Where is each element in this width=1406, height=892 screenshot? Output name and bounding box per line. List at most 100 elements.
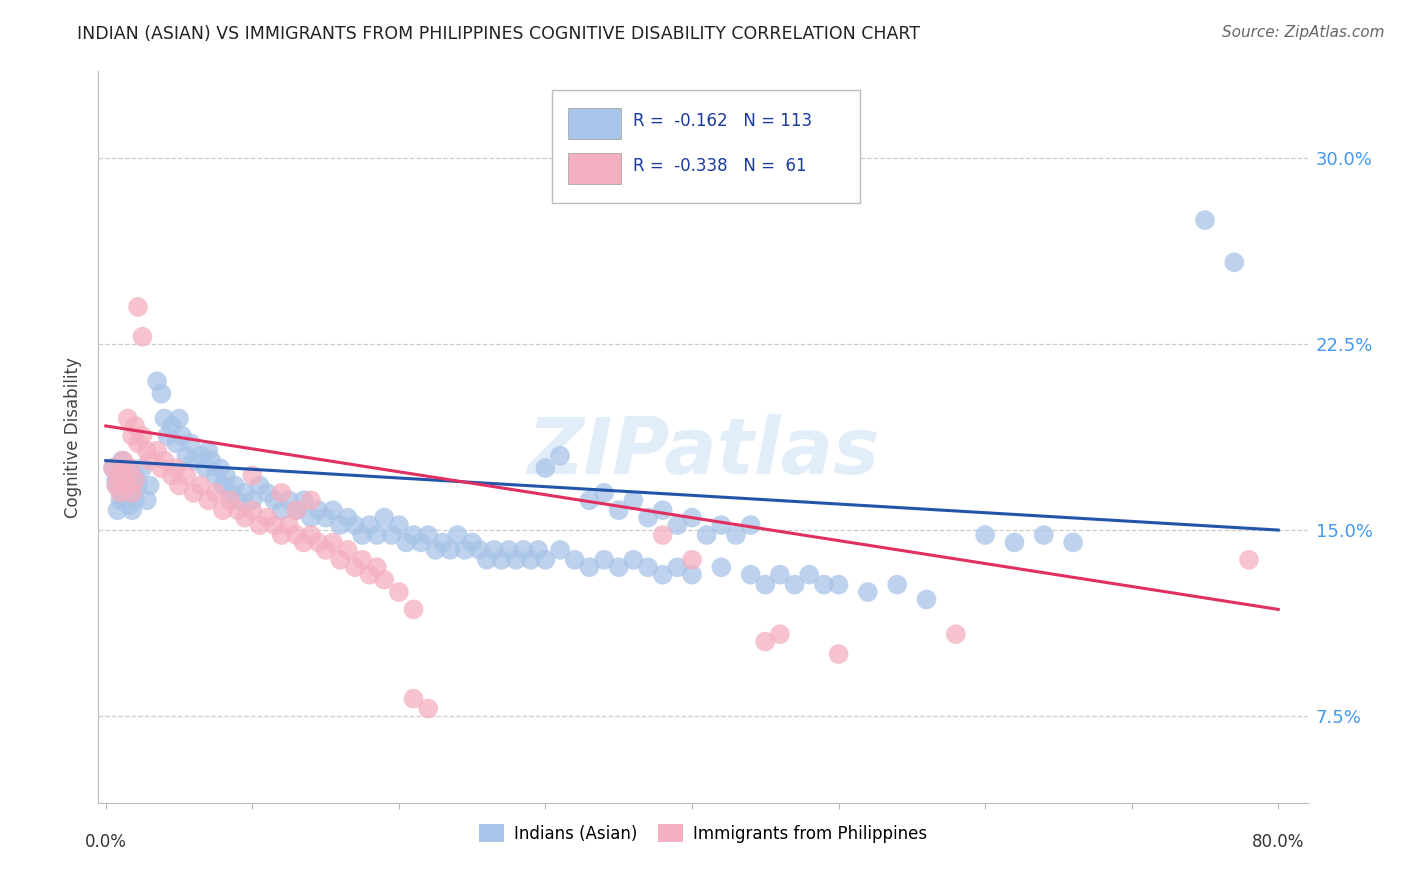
Point [366,560,388,574]
Point [110,486,132,500]
Point [124,468,146,483]
Point [183,453,205,467]
Point [105,478,128,492]
Text: ZIPatlas: ZIPatlas [527,414,879,490]
Point [299,528,322,542]
Point [666,560,689,574]
Point [120,468,142,483]
Point [468,542,491,557]
Point [219,493,242,508]
Point [101,461,124,475]
Point [180,436,202,450]
Point [194,461,217,475]
Point [621,493,644,508]
Point [263,518,285,533]
Point [138,478,160,492]
Point [607,503,630,517]
Point [373,573,395,587]
Point [115,478,138,492]
Point [681,510,703,524]
Point [153,453,176,467]
Point [724,528,747,542]
Point [827,577,849,591]
Point [135,493,157,508]
Point [121,429,143,443]
Point [534,553,557,567]
Point [651,567,673,582]
Point [799,567,821,582]
Point [204,468,226,483]
Point [270,528,292,542]
Point [131,429,153,443]
Point [402,691,425,706]
Point [292,535,315,549]
Point [160,418,183,433]
Point [329,518,352,533]
Point [285,503,308,517]
Point [754,577,776,591]
Point [190,478,212,492]
Point [138,453,160,467]
Point [740,518,762,533]
Point [146,443,169,458]
Point [108,468,131,483]
Point [696,528,718,542]
Point [651,503,673,517]
Point [117,486,139,500]
Text: R =  -0.162   N = 113: R = -0.162 N = 113 [633,112,813,130]
Point [315,510,337,524]
Point [120,461,142,475]
Point [307,503,329,517]
Point [127,478,149,492]
Text: 80.0%: 80.0% [1253,833,1305,851]
Point [249,518,271,533]
Point [418,701,440,715]
FancyBboxPatch shape [568,153,621,184]
Point [112,474,135,488]
Point [366,528,388,542]
Point [212,503,235,517]
Point [754,634,776,648]
Point [118,498,141,512]
Point [527,542,550,557]
Point [117,461,139,475]
FancyBboxPatch shape [551,90,860,203]
Point [402,602,425,616]
Point [336,510,359,524]
FancyBboxPatch shape [568,108,621,138]
Point [409,535,432,549]
Point [454,542,477,557]
Point [578,493,600,508]
Point [105,474,128,488]
Point [226,493,249,508]
Point [156,429,179,443]
Point [121,503,143,517]
Point [322,535,344,549]
Point [117,411,139,425]
Point [176,468,198,483]
Point [945,627,967,641]
Point [233,510,256,524]
Point [131,329,153,343]
Text: 0.0%: 0.0% [84,833,127,851]
Point [651,528,673,542]
Point [165,436,187,450]
Point [512,542,534,557]
Point [190,449,212,463]
Point [593,486,616,500]
Point [329,553,352,567]
Point [278,493,301,508]
Point [352,528,374,542]
Point [666,518,689,533]
Point [240,493,263,508]
Point [373,510,395,524]
Point [520,553,543,567]
Point [212,478,235,492]
Point [446,528,468,542]
Point [548,449,571,463]
Point [135,443,157,458]
Point [256,486,278,500]
Point [114,474,136,488]
Point [637,560,659,574]
Point [461,535,484,549]
